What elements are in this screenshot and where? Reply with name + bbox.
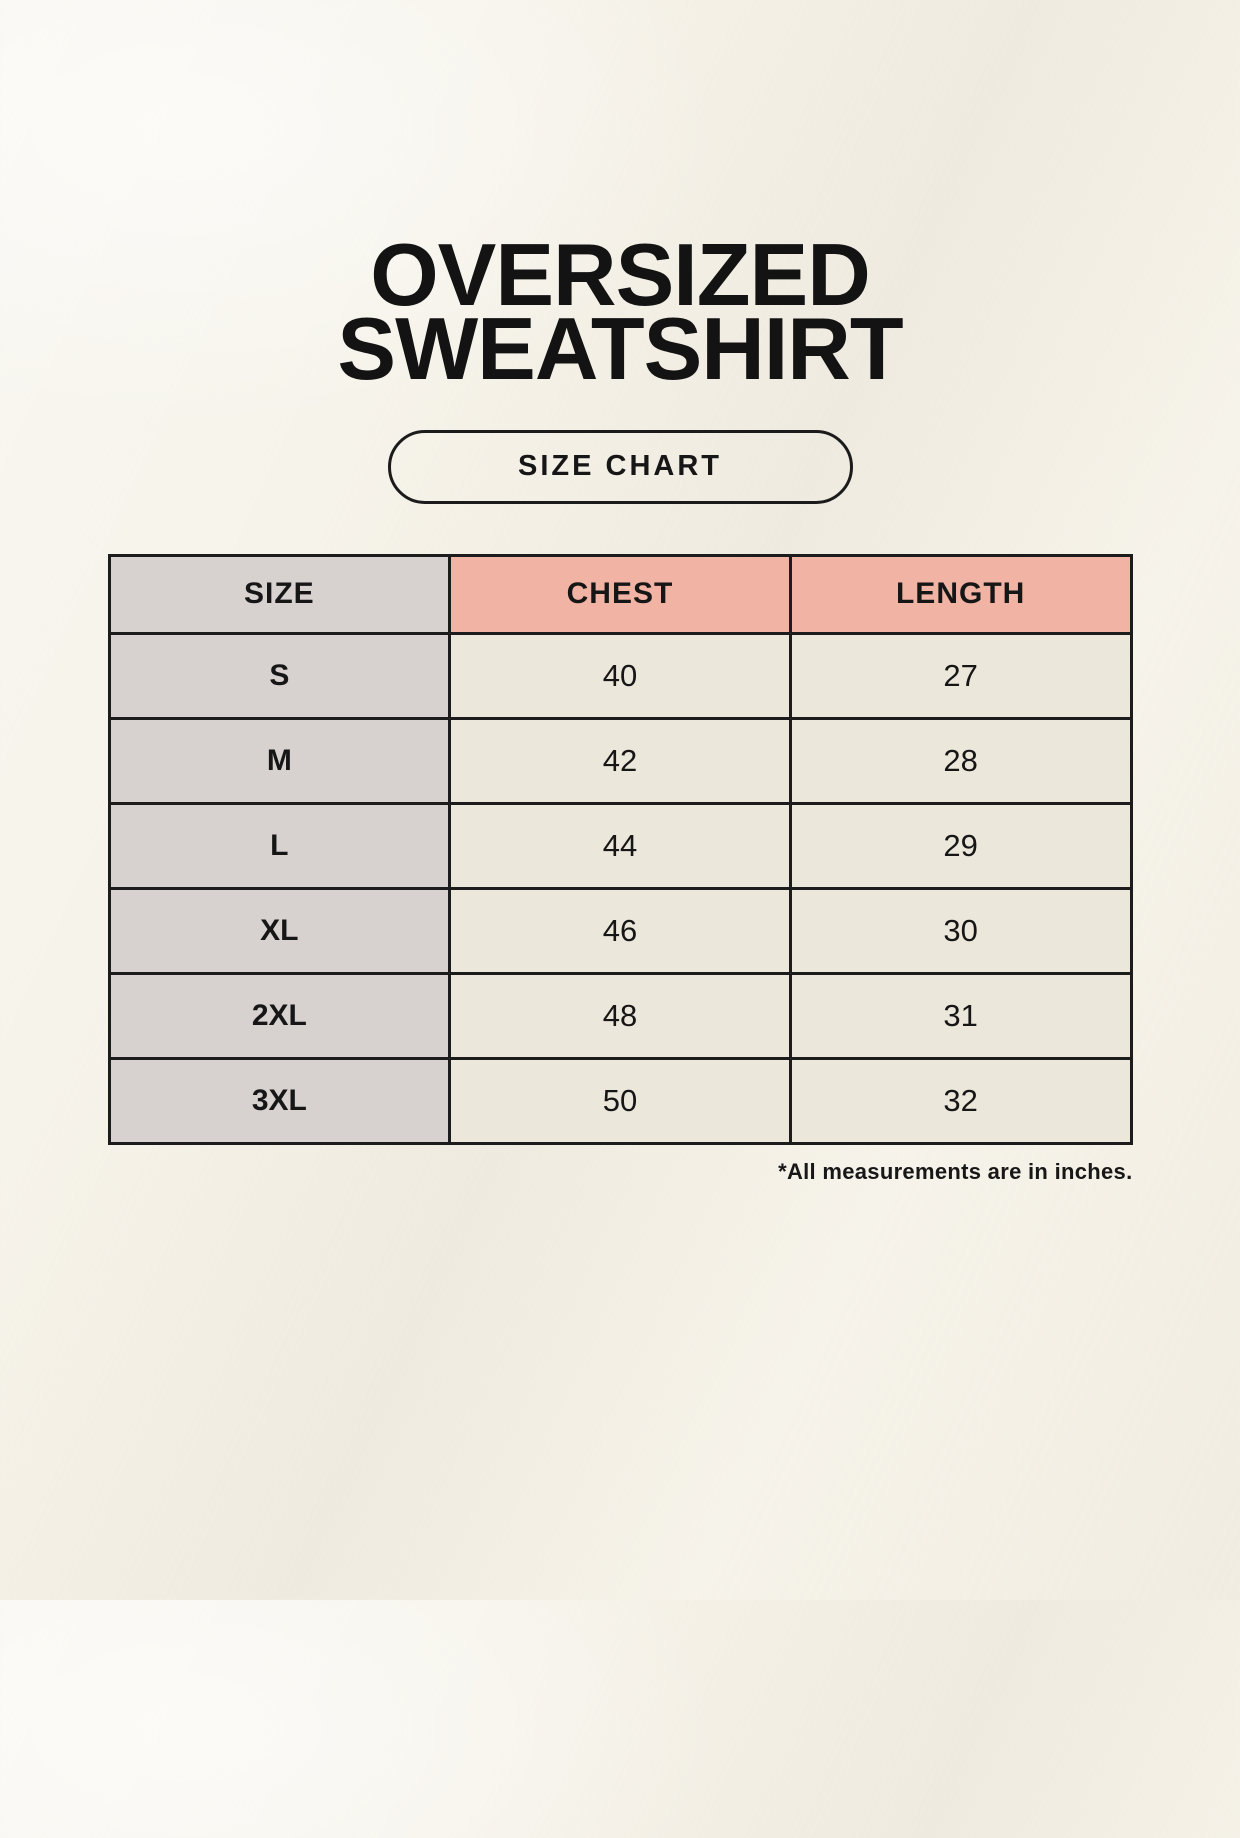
table-header-row: SIZE CHEST LENGTH (107, 553, 1133, 635)
column-header-length: LENGTH (788, 553, 1133, 635)
length-cell: 31 (788, 971, 1133, 1060)
size-cell: S (107, 631, 452, 720)
size-cell: 3XL (107, 1056, 452, 1145)
page-title: OVERSIZED SWEATSHIRT (0, 231, 1240, 393)
column-header-size: SIZE (107, 553, 452, 635)
table-row: 3XL 50 32 (107, 1056, 1133, 1145)
page-title-line1: OVERSIZED (370, 225, 871, 324)
table-row: 2XL 48 31 (107, 971, 1133, 1060)
size-cell: M (107, 716, 452, 805)
chest-cell: 40 (448, 631, 792, 720)
measurements-footnote: *All measurements are in inches. (778, 1158, 1133, 1184)
chest-cell: 42 (448, 716, 792, 805)
length-cell: 32 (788, 1056, 1133, 1145)
length-cell: 27 (788, 631, 1133, 720)
size-cell: 2XL (107, 971, 452, 1060)
chest-cell: 50 (448, 1056, 792, 1145)
size-cell: L (107, 801, 452, 890)
size-table: SIZE CHEST LENGTH S 40 27 M 42 28 L 44 2… (107, 553, 1133, 1145)
table-row: XL 46 30 (107, 886, 1133, 975)
size-cell: XL (107, 886, 452, 975)
table-row: L 44 29 (107, 801, 1133, 890)
chest-cell: 48 (448, 971, 792, 1060)
length-cell: 28 (788, 716, 1133, 805)
chest-cell: 46 (448, 886, 792, 975)
size-chart-button-label: SIZE CHART (518, 450, 722, 483)
chest-cell: 44 (448, 801, 792, 890)
length-cell: 30 (788, 886, 1133, 975)
size-chart-button[interactable]: SIZE CHART (387, 429, 853, 504)
column-header-chest: CHEST (448, 553, 792, 635)
page-title-line2: SWEATSHIRT (337, 298, 903, 398)
table-row: M 42 28 (107, 716, 1133, 805)
length-cell: 29 (788, 801, 1133, 890)
table-row: S 40 27 (107, 631, 1133, 720)
